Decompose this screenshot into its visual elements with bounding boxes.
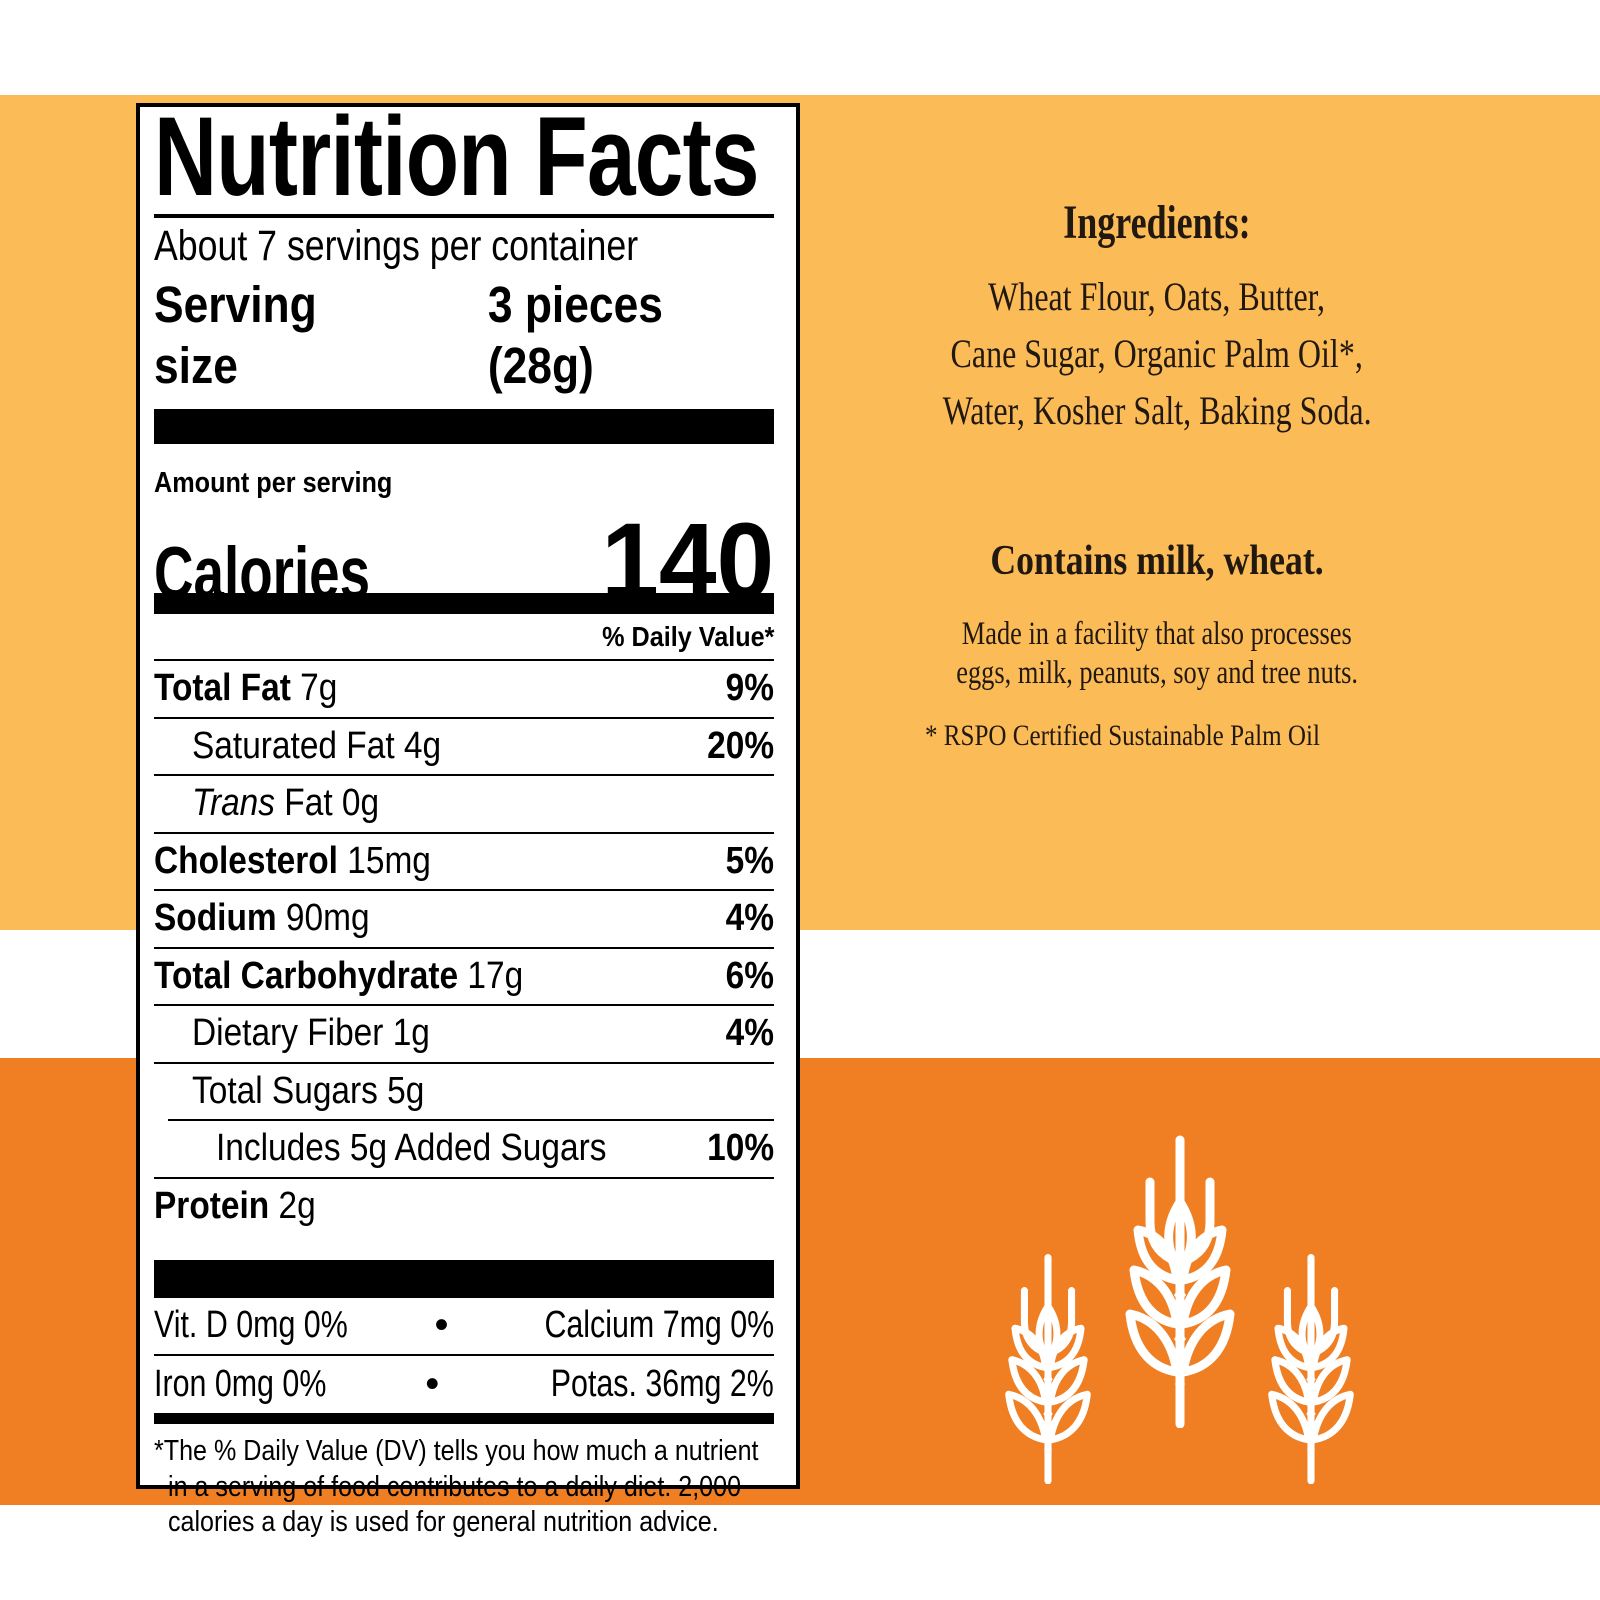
daily-value-header: % Daily Value* — [601, 621, 774, 652]
ingredients-list: Wheat Flour, Oats, Butter, Cane Sugar, Or… — [877, 268, 1437, 439]
rspo-note: * RSPO Certified Sustainable Palm Oil — [925, 720, 1320, 752]
footnote-line: in a serving of food contributes to a da… — [168, 1470, 742, 1503]
thick-divider — [154, 1413, 774, 1424]
contains-statement: Contains milk, wheat. — [990, 538, 1324, 584]
facility-note: Made in a facility that also processes eg… — [877, 615, 1437, 692]
label-title: Nutrition Facts — [154, 94, 759, 219]
nutrient-row: Cholesterol 15mg 5% — [154, 831, 774, 890]
bullet-separator: • — [425, 1361, 440, 1406]
micronutrient-row: Iron 0mg 0% • Potas. 36mg 2% — [154, 1361, 774, 1406]
nutrient-row: Total Carbohydrate 17g 6% — [154, 946, 774, 1005]
micronutrient-rows: Vit. D 0mg 0% • Calcium 7mg 0% Iron 0mg 0% •… — [154, 1298, 774, 1413]
title-rule — [154, 214, 774, 218]
nutrient-row: Includes 5g Added Sugars 10% — [154, 1119, 774, 1177]
thick-divider — [154, 409, 774, 444]
ingredients-heading: Ingredients: — [1063, 196, 1251, 249]
nutrient-row: Trans Fat 0g — [154, 774, 774, 832]
nutrient-row: Total Fat 7g 9% — [154, 659, 774, 717]
nutrient-row: Protein 2g — [154, 1176, 774, 1235]
wheat-icon — [993, 1248, 1103, 1484]
text-line: eggs, milk, peanuts, soy and tree nuts. — [956, 654, 1358, 691]
text-line: Made in a facility that also processes — [961, 616, 1352, 652]
nutrient-row: Dietary Fiber 1g 4% — [154, 1004, 774, 1062]
thick-divider — [154, 1260, 774, 1298]
nutrition-facts-label: Nutrition Facts About 7 servings per con… — [136, 94, 800, 1538]
text-line: Water, Kosher Salt, Baking Soda. — [942, 388, 1372, 433]
text-line: Wheat Flour, Oats, Butter, — [988, 274, 1326, 319]
thick-divider — [154, 593, 774, 614]
bullet-separator: • — [434, 1303, 449, 1348]
calories-label: Calories — [154, 533, 371, 614]
nutrient-row: Saturated Fat 4g 20% — [154, 716, 774, 775]
wheat-icon — [1110, 1128, 1250, 1428]
text-line: Cane Sugar, Organic Palm Oil*, — [950, 331, 1364, 376]
amount-per-serving: Amount per serving — [154, 467, 393, 499]
micronutrient-row: Vit. D 0mg 0% • Calcium 7mg 0% — [154, 1298, 774, 1356]
serving-size-label: Serving size — [154, 276, 317, 394]
calories-row: Calories 140 — [154, 498, 774, 621]
footnote-line: *The % Daily Value (DV) tells you how mu… — [154, 1435, 759, 1467]
footnote-line: calories a day is used for general nutri… — [168, 1506, 719, 1538]
nutrient-rows: Total Fat 7g 9% Saturated Fat 4g 20% Trans F… — [154, 659, 774, 1234]
serving-size-value: 3 pieces (28g) — [487, 276, 663, 394]
wheat-icon — [1256, 1248, 1366, 1484]
ingredients-panel: Ingredients: Wheat Flour, Oats, Butter, C… — [877, 190, 1437, 790]
servings-per-container: About 7 servings per container — [154, 222, 639, 270]
serving-size-row: Serving size 3 pieces (28g) — [154, 274, 774, 396]
nutrient-row: Sodium 90mg 4% — [154, 889, 774, 947]
daily-value-footnote: *The % Daily Value (DV) tells you how mu… — [154, 1434, 774, 1541]
nutrient-row: Total Sugars 5g — [154, 1061, 774, 1120]
calories-value: 140 — [601, 500, 774, 621]
